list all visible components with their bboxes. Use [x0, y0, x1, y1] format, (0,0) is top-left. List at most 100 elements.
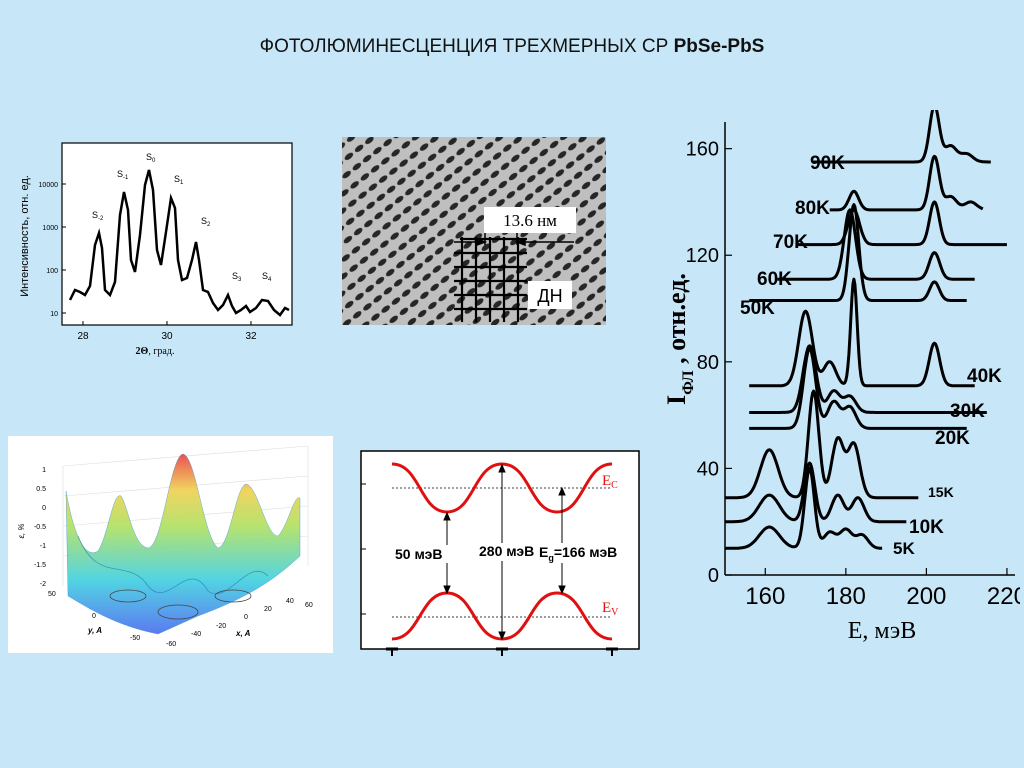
title-main: ФОТОЛЮМИНЕСЦЕНЦИЯ ТРЕХМЕРНЫХ СР: [259, 36, 669, 57]
pl-label-90k: 90K: [810, 153, 845, 174]
surface-ztick: 0: [42, 505, 46, 512]
xrd-ytick: 100: [46, 268, 58, 275]
surface-xtick: 60: [305, 602, 313, 609]
surface-xtick: -60: [166, 641, 176, 648]
pl-xtick-label: 180: [826, 583, 866, 610]
xrd-xlabel-unit: , град.: [148, 346, 174, 357]
pl-yticks: 0 40 80 120 160: [686, 139, 732, 587]
surface-ztick: -0.5: [34, 524, 46, 531]
pl-label-5k: 5K: [893, 539, 915, 558]
pl-xtick-label: 200: [906, 583, 946, 610]
xrd-xticks: 28 30 32: [77, 321, 257, 342]
surface-ztick: 0.5: [36, 486, 46, 493]
xrd-xlabel-symbol: 2Θ: [136, 346, 149, 357]
pl-ytick-label: 0: [708, 565, 719, 587]
pl-series-50k: [748, 203, 968, 302]
xrd-ytick: 1000: [42, 225, 58, 232]
peak-label-s-2: S-2: [92, 210, 104, 222]
xrd-yticks: 10 100 1000 10000: [39, 182, 66, 318]
pl-label-10k: 10K: [909, 517, 944, 538]
pl-ytick-label: 40: [697, 458, 719, 480]
surface-ylabel: y, A: [87, 626, 102, 635]
xrd-xtick: 28: [77, 331, 89, 342]
pl-xlabel: E, мэВ: [848, 618, 916, 644]
peak-label-s2: S2: [201, 216, 211, 228]
tem-label-box: [528, 281, 572, 309]
pl-label-80k: 80K: [795, 198, 830, 219]
pl-ytick-label: 80: [697, 352, 719, 374]
pl-label-50k: 50K: [740, 298, 775, 319]
surface-contours: [109, 589, 252, 620]
pl-series-40k: [748, 277, 976, 388]
pl-series-5k: [724, 466, 883, 550]
pl-series-20k: [748, 347, 968, 430]
peak-label-s1: S1: [174, 174, 184, 186]
pl-ylabel-sub: ФЛ: [680, 370, 697, 395]
tem-grid: [454, 237, 527, 322]
pl-series-10k: [724, 461, 907, 524]
page-title: ФОТОЛЮМИНЕСЦЕНЦИЯ ТРЕХМЕРНЫХ СР PbSe-PbS: [0, 36, 1024, 58]
surface-ytick: 50: [48, 591, 56, 598]
xrd-xlabel: 2Θ, град.: [136, 346, 175, 357]
pl-ytick-label: 120: [686, 245, 719, 267]
surface-plot: 1 0.5 0 -0.5 -1 -1.5 -2 ε, % 50 0 -50 y,…: [8, 436, 333, 653]
pl-label-70k: 70K: [773, 232, 808, 253]
surface-xlabel: x, A: [235, 629, 251, 638]
pl-ylabel: IФЛ , отн.ед.: [662, 273, 697, 405]
pl-label-40k: 40K: [967, 366, 1002, 387]
ev-label: EV: [602, 600, 619, 618]
peak-label-s4: S4: [262, 271, 272, 283]
pl-ylabel-rest: , отн.ед.: [662, 273, 691, 370]
title-bold: PbSe-PbS: [673, 36, 765, 57]
pl-ytick-label: 160: [686, 139, 719, 161]
tem-image: 13.6 нм ДН: [342, 137, 606, 325]
xrd-curve: [68, 169, 290, 317]
tem-label: ДН: [537, 286, 562, 306]
surface-xticks: -60 -40 -20 0 20 40 60: [166, 598, 313, 648]
surface-xtick: -40: [191, 631, 201, 638]
surface-xtick: -20: [216, 623, 226, 630]
band-label-eg: Eg=166 мэВ: [539, 544, 617, 563]
peak-label-s3: S3: [232, 271, 242, 283]
xrd-ylabel: Интенсивность, отн. ед.: [19, 175, 31, 297]
surface-ytick: -50: [130, 635, 140, 642]
surface-ztick: -1.5: [34, 562, 46, 569]
tem-scale-arrows: [454, 233, 574, 247]
xrd-panel: 10 100 1000 10000 28 30 32 2Θ, град. Инт…: [19, 142, 293, 357]
xrd-ytick: 10000: [39, 182, 59, 189]
surface-ztick: 1: [42, 467, 46, 474]
pl-series-30k: [748, 344, 988, 414]
band-ticks: [361, 483, 618, 656]
pl-label-20k: 20K: [935, 428, 970, 449]
band-label-50: 50 мэВ: [395, 546, 442, 562]
tem-scale-label: 13.6 нм: [503, 211, 557, 230]
band-diagram: 50 мэВ 280 мэВ Eg=166 мэВ EC EV: [360, 450, 640, 656]
ec-label: EC: [602, 473, 618, 491]
xrd-ytick: 10: [50, 311, 58, 318]
pl-series: [724, 110, 1008, 550]
pl-series-15k: [724, 389, 919, 500]
peak-label-s-1: S-1: [117, 169, 129, 181]
pl-xtick-label: 220: [987, 583, 1020, 610]
pl-label-60k: 60K: [757, 269, 792, 290]
surface-xtick: 0: [244, 614, 248, 621]
pl-label-15k: 15K: [928, 484, 954, 500]
surface-ztick: -1: [40, 543, 46, 550]
pl-series-90k: [813, 110, 992, 164]
xrd-xtick: 30: [161, 331, 173, 342]
pl-series-60k: [776, 208, 976, 281]
surface-xtick: 40: [286, 598, 294, 605]
surface-zticks: 1 0.5 0 -0.5 -1 -1.5 -2: [34, 467, 46, 588]
surface-zlabel: ε, %: [17, 523, 26, 538]
surface-ztick: -2: [40, 581, 46, 588]
pl-xtick-label: 160: [745, 583, 785, 610]
surface-xtick: 20: [264, 606, 272, 613]
xrd-peak-labels: S-2 S-1 S0 S1 S2 S3 S4: [92, 152, 272, 283]
peak-label-s0: S0: [146, 152, 156, 164]
tem-scale-box: [484, 207, 576, 233]
band-label-280: 280 мэВ: [479, 543, 534, 559]
pl-xticks: 160 180 200 220: [745, 568, 1020, 610]
pl-series-80k: [829, 154, 984, 212]
